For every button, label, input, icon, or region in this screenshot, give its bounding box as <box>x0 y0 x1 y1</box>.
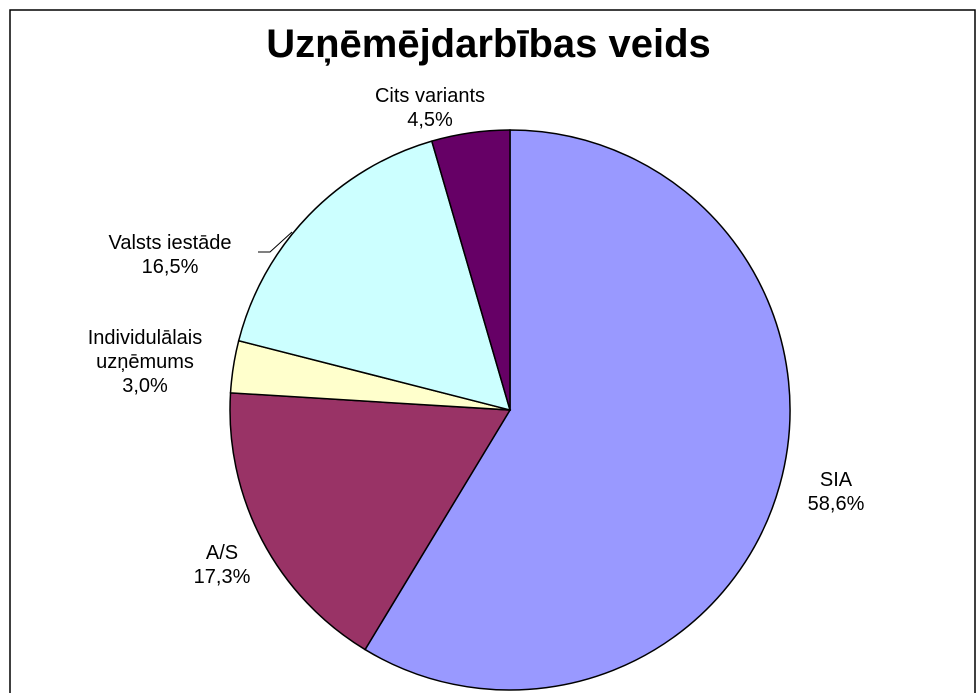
value-label: 3,0% <box>122 375 168 397</box>
chart-title: Uzņēmējdarbības veids <box>266 22 711 66</box>
pie-slice <box>237 140 512 412</box>
pie-slice <box>364 129 791 691</box>
value-label: 16,5% <box>141 256 199 278</box>
category-label: Individulālais uzņēmums <box>87 327 203 373</box>
pie-slice <box>430 129 511 411</box>
category-label: Valsts iestāde <box>108 232 232 254</box>
category-label: A/S <box>205 542 239 564</box>
slice-label: SIA 58,6% <box>808 468 865 516</box>
value-label: 17,3% <box>193 566 251 588</box>
pie-slice <box>229 392 512 651</box>
leader-line <box>258 231 293 253</box>
slice-label: Cits variants 4,5% <box>375 84 485 132</box>
category-label: Cits variants <box>374 85 486 107</box>
category-label: SIA <box>819 469 853 491</box>
value-label: 4,5% <box>407 109 453 131</box>
slice-label: Individulālais uzņēmums 3,0% <box>70 326 220 398</box>
slice-label: Valsts iestāde 16,5% <box>108 231 231 279</box>
slice-label: A/S 17,3% <box>194 541 251 589</box>
value-label: 58,6% <box>807 493 865 515</box>
